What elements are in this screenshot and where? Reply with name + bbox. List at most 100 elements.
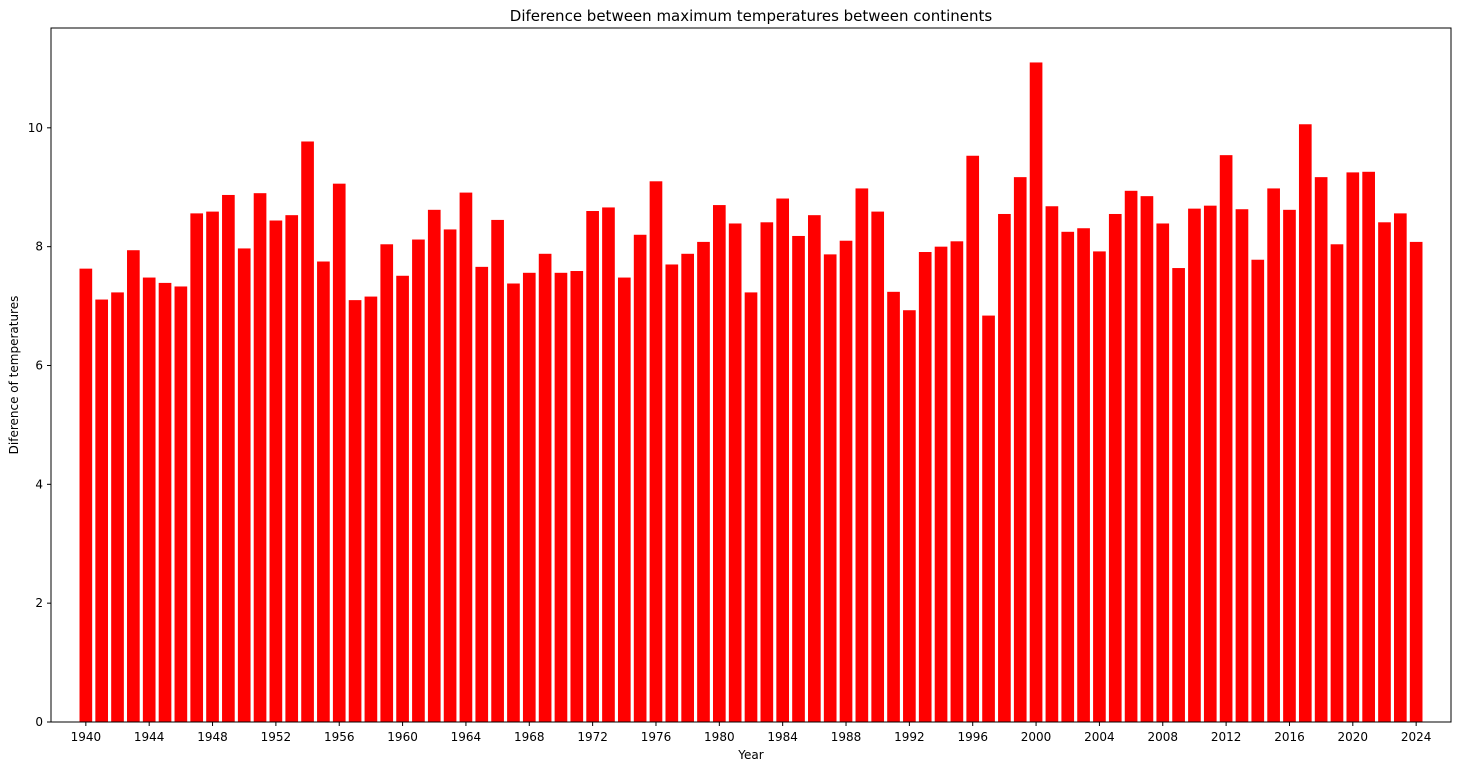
bar-2019 [1330, 244, 1344, 722]
x-tick-label-1972: 1972 [577, 730, 608, 744]
x-tick-label-1976: 1976 [641, 730, 672, 744]
x-tick-label-1968: 1968 [514, 730, 545, 744]
bar-2018 [1314, 177, 1328, 722]
bar-1991 [887, 291, 900, 722]
bar-1988 [839, 240, 853, 722]
x-tick-label-2008: 2008 [1147, 730, 1178, 744]
x-tick-label-2020: 2020 [1338, 730, 1369, 744]
bar-1989 [855, 188, 869, 722]
bar-1962 [427, 209, 441, 722]
bar-1987 [823, 254, 837, 722]
x-axis: 1940 1944 1948 1952 1956 1960 1964 1968 1972 1976… [71, 722, 1432, 744]
bar-1969 [538, 253, 552, 723]
bar-1973 [602, 207, 615, 722]
x-tick-label-1984: 1984 [767, 730, 798, 744]
bar-2012 [1219, 155, 1233, 722]
x-axis-label: Year [737, 748, 763, 762]
bar-1980 [712, 205, 726, 722]
bar-1960 [396, 275, 409, 722]
y-tick-label-6: 6 [35, 358, 43, 372]
bar-1957 [348, 300, 362, 722]
bar-1955 [317, 261, 330, 722]
bar-1982 [744, 292, 758, 722]
bar-1944 [142, 277, 156, 722]
bar-1940 [79, 268, 93, 722]
bar-1997 [982, 315, 995, 722]
bars-group [79, 62, 1423, 723]
bar-1990 [871, 211, 885, 722]
bar-1943 [127, 250, 140, 722]
bar-1952 [269, 220, 283, 722]
x-tick-label-2004: 2004 [1084, 730, 1115, 744]
x-tick-label-1948: 1948 [197, 730, 228, 744]
bar-1961 [412, 239, 425, 722]
bar-2017 [1298, 124, 1312, 722]
plot-frame [50, 27, 1452, 723]
bar-1963 [443, 229, 457, 722]
bar-1949 [222, 194, 235, 722]
bar-1998 [998, 213, 1011, 723]
bar-1948 [206, 211, 219, 722]
bar-1977 [665, 264, 679, 722]
y-tick-label-2: 2 [35, 596, 43, 610]
bar-2005 [1108, 213, 1122, 723]
bar-2014 [1251, 259, 1265, 722]
bar-2015 [1267, 188, 1280, 722]
bar-2023 [1393, 213, 1407, 722]
bar-2016 [1283, 209, 1296, 722]
bar-1946 [174, 286, 188, 722]
y-tick-label-8: 8 [35, 240, 43, 254]
x-tick-label-1960: 1960 [387, 730, 418, 744]
bar-1992 [903, 310, 916, 722]
x-tick-label-1992: 1992 [894, 730, 925, 744]
bar-2011 [1203, 205, 1217, 722]
bar-1972 [586, 211, 599, 722]
bar-2006 [1124, 190, 1138, 723]
y-axis-label: Diference of temperatures [7, 296, 21, 455]
x-tick-label-1952: 1952 [261, 730, 292, 744]
bar-1999 [1013, 177, 1027, 722]
bar-1950 [237, 248, 251, 722]
bar-2009 [1172, 268, 1185, 722]
x-tick-label-1956: 1956 [324, 730, 355, 744]
bar-1964 [459, 192, 473, 723]
bar-2000 [1029, 62, 1043, 722]
bar-1971 [570, 271, 584, 722]
bar-1941 [95, 299, 109, 722]
x-tick-label-1988: 1988 [831, 730, 862, 744]
bar-1974 [617, 277, 631, 722]
bar-2001 [1045, 206, 1059, 722]
x-tick-label-2016: 2016 [1274, 730, 1305, 744]
bar-1970 [554, 272, 568, 722]
x-tick-label-1980: 1980 [704, 730, 735, 744]
bar-1966 [491, 219, 504, 723]
x-tick-label-2000: 2000 [1021, 730, 1052, 744]
bar-1958 [364, 296, 378, 722]
bar-2021 [1362, 171, 1375, 723]
bar-2007 [1140, 196, 1154, 722]
bar-2002 [1061, 231, 1075, 723]
bar-1951 [253, 193, 267, 722]
bar-1968 [522, 272, 536, 722]
bar-1996 [966, 155, 980, 722]
bar-2013 [1235, 209, 1249, 723]
bar-1954 [301, 141, 314, 723]
bar-1994 [934, 246, 948, 722]
x-tick-label-2012: 2012 [1211, 730, 1242, 744]
x-tick-label-1996: 1996 [957, 730, 988, 744]
bar-2022 [1378, 222, 1391, 723]
bar-1945 [158, 282, 172, 722]
bar-1967 [507, 283, 520, 722]
x-tick-label-1940: 1940 [71, 730, 102, 744]
chart-title: Diference between maximum temperatures b… [510, 7, 993, 25]
bar-1947 [190, 213, 204, 722]
bar-2003 [1077, 228, 1090, 723]
bar-2024 [1409, 241, 1423, 722]
bar-1981 [728, 223, 742, 723]
bar-1965 [475, 266, 489, 722]
x-tick-label-2024: 2024 [1401, 730, 1432, 744]
bar-1995 [950, 241, 964, 722]
bar-1978 [681, 253, 694, 723]
